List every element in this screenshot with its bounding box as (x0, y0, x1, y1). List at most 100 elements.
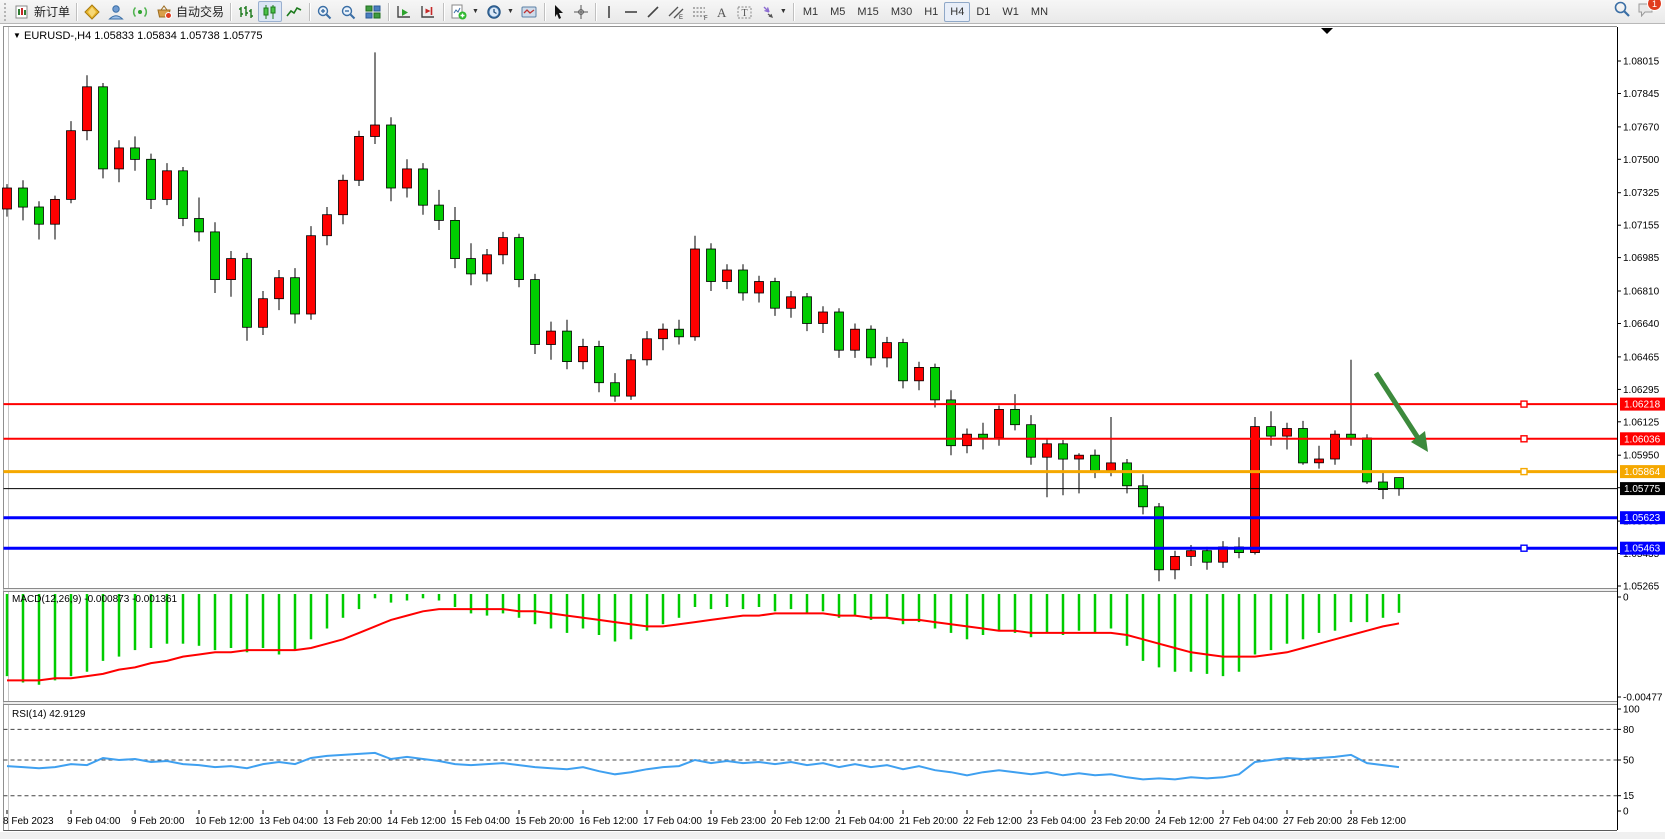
price-line-anchor[interactable] (1520, 400, 1528, 408)
date-label: 21 Feb 20:00 (899, 816, 958, 827)
bar-chart-button[interactable] (234, 1, 258, 22)
candle-body (306, 235, 316, 315)
candle-body (1346, 433, 1356, 439)
date-label: 9 Feb 20:00 (131, 816, 185, 827)
periods-button[interactable]: ▼ (482, 1, 517, 22)
candle-body (786, 296, 796, 309)
candlestick-chart-button[interactable] (258, 1, 283, 22)
date-label: 16 Feb 12:00 (579, 816, 638, 827)
candle-body (738, 269, 748, 294)
status-strip (0, 832, 1665, 839)
fibonacci-button[interactable]: F (688, 1, 712, 22)
toolbar-separator (309, 2, 311, 21)
candle-body (290, 277, 300, 315)
price-tick-label: 1.07155 (1623, 221, 1660, 232)
timeframe-w1-button[interactable]: W1 (996, 2, 1025, 22)
candle-body (434, 204, 444, 221)
timeframe-d1-button[interactable]: D1 (970, 2, 996, 22)
new-chart-icon (451, 4, 467, 19)
timeframe-h4-button[interactable]: H4 (944, 1, 971, 22)
channel-button[interactable]: E (664, 1, 688, 22)
toolbar-grip (4, 2, 10, 21)
arrow-annotation-head[interactable] (1411, 431, 1428, 452)
zoom-in-button[interactable] (313, 1, 337, 22)
timeframe-h1-button[interactable]: H1 (918, 2, 944, 22)
profile-button[interactable] (104, 1, 128, 22)
candle-body (146, 158, 156, 200)
candle-body (1106, 462, 1116, 471)
new-order-button[interactable]: 新订单 (12, 1, 73, 22)
candle-body (690, 248, 700, 338)
price-badge-label: 1.06036 (1624, 434, 1661, 445)
chevron-down-icon: ▼ (506, 8, 514, 15)
candle-body (1042, 443, 1052, 458)
notifications-button[interactable]: 1 (1637, 0, 1662, 22)
timeframe-m30-button[interactable]: M30 (885, 2, 918, 22)
signal-icon (132, 6, 148, 17)
candle-body (338, 179, 348, 216)
timeframe-mn-button[interactable]: MN (1025, 2, 1054, 22)
date-label: 23 Feb 04:00 (1027, 816, 1086, 827)
candle-body (1378, 481, 1388, 490)
new-order-icon (15, 5, 28, 18)
pane-separator[interactable] (3, 701, 1618, 705)
candle-body (514, 237, 524, 281)
candle-body (1202, 550, 1212, 563)
price-line-anchor[interactable] (1520, 467, 1528, 476)
text-label-button[interactable]: T (733, 1, 757, 22)
timeframe-m1-button[interactable]: M1 (797, 2, 824, 22)
fibonacci-icon: F (692, 7, 708, 20)
candle-body (18, 187, 28, 208)
date-label: 20 Feb 12:00 (771, 816, 830, 827)
candle-body (722, 269, 732, 282)
timeframe-m5-button[interactable]: M5 (824, 2, 851, 22)
candle-body (802, 296, 812, 324)
crosshair-button[interactable] (570, 1, 592, 22)
signals-button[interactable] (128, 1, 152, 22)
candle-body (898, 342, 908, 382)
timeframe-m15-button[interactable]: M15 (851, 2, 884, 22)
templates-button[interactable] (517, 1, 541, 22)
tile-windows-button[interactable] (361, 1, 385, 22)
price-badge (1620, 397, 1665, 411)
auto-trading-button[interactable]: 自动交易 (152, 1, 227, 22)
symbol-dropdown-icon[interactable]: ▼ (13, 31, 21, 40)
candle-body (834, 311, 844, 351)
notification-badge: 1 (1647, 0, 1662, 11)
search-button[interactable] (1613, 0, 1631, 23)
zoom-out-button[interactable] (337, 1, 361, 22)
text-button[interactable]: A (712, 1, 733, 22)
magnifier-icon (1614, 1, 1630, 17)
pane-separator[interactable] (3, 588, 1618, 592)
cursor-button[interactable] (548, 1, 570, 22)
horizontal-line-button[interactable] (620, 1, 642, 22)
price-line-anchor[interactable] (1520, 544, 1528, 552)
vertical-line-button[interactable] (599, 1, 620, 22)
price-chart[interactable]: 1.08015 1.07845 1.07670 1.07500 1.07325 1.071… (0, 24, 1665, 839)
candlestick-icon (263, 4, 276, 19)
price-badge-label: 1.06218 (1624, 400, 1661, 411)
candle-body (930, 366, 940, 401)
candle-body (354, 135, 364, 181)
chart-shift-marker-icon[interactable] (1321, 28, 1333, 34)
trendline-button[interactable] (642, 1, 664, 22)
macd-signal-line (7, 608, 1400, 682)
chevron-down-icon: ▼ (779, 8, 787, 15)
svg-text:E: E (679, 15, 683, 20)
chart-shift-button[interactable] (416, 1, 440, 22)
candle-body (1026, 424, 1036, 458)
auto-scroll-button[interactable] (392, 1, 416, 22)
indicators-button[interactable]: ▼ (447, 1, 482, 22)
arrow-annotation-shaft[interactable] (1373, 371, 1423, 443)
price-line-anchor[interactable] (1520, 435, 1528, 443)
rsi-line (6, 751, 1400, 781)
auto-scroll-icon (397, 5, 411, 18)
market-watch-button[interactable] (80, 1, 104, 22)
line-chart-button[interactable] (282, 1, 306, 22)
chart-shift-icon (421, 5, 435, 18)
date-label: 27 Feb 20:00 (1283, 816, 1342, 827)
candle-body (1394, 477, 1404, 490)
candle-body (1250, 426, 1260, 554)
arrows-button[interactable]: ▼ (757, 1, 790, 22)
